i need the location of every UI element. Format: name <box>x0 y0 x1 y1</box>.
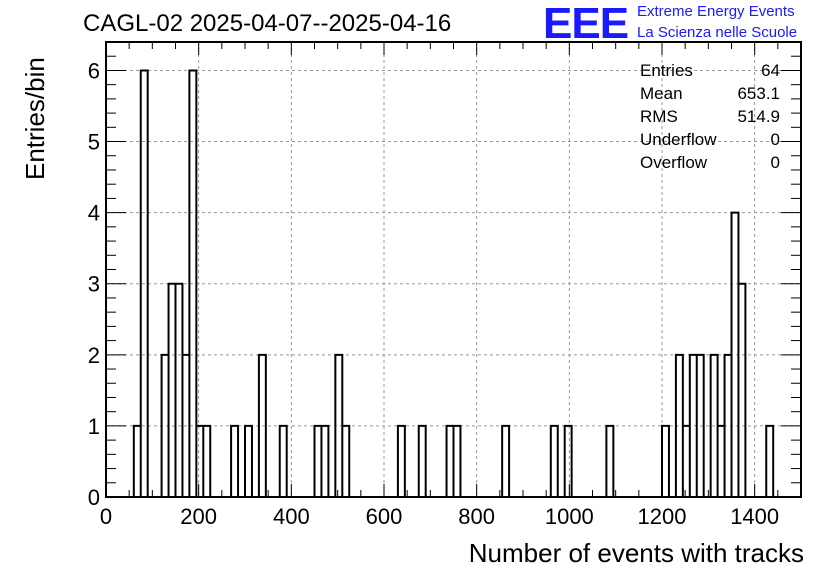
stats-row-mean: Mean 653.1 <box>640 83 780 106</box>
eee-logo-mark: EEE <box>543 0 629 48</box>
histogram-bin <box>398 426 405 497</box>
histogram-bin <box>134 426 141 497</box>
histogram-bin <box>245 426 252 497</box>
y-tick-labels: 0 1 2 3 4 5 6 <box>88 58 100 510</box>
histogram-bin <box>766 426 773 497</box>
stats-value: 514.9 <box>737 107 780 126</box>
logo-line-2: La Scienza nelle Scuole <box>637 24 798 41</box>
histogram-bin <box>738 284 745 497</box>
x-tick-label: 800 <box>458 504 495 529</box>
x-axis-label: Number of events with tracks <box>468 538 804 568</box>
histogram-bin <box>565 426 572 497</box>
stats-value: 64 <box>761 61 780 80</box>
grid-lines <box>106 42 801 497</box>
y-axis-label: Entries/bin <box>20 57 50 180</box>
stats-label: RMS <box>640 107 678 126</box>
stats-label: Mean <box>640 84 683 103</box>
histogram-bin <box>315 426 322 497</box>
stats-row-rms: RMS 514.9 <box>640 106 780 129</box>
stats-label: Overflow <box>640 153 708 172</box>
histogram-bin <box>683 426 690 497</box>
x-tick-label: 600 <box>366 504 403 529</box>
y-tick-label: 5 <box>88 130 100 155</box>
stats-box: Entries 64 Mean 653.1 RMS 514.9 Underflow 0 … <box>640 60 780 175</box>
stats-row-overflow: Overflow 0 <box>640 152 780 175</box>
stats-row-entries: Entries 64 <box>640 60 780 83</box>
chart-title: CAGL-02 2025-04-07--2025-04-16 <box>83 10 452 37</box>
y-tick-label: 6 <box>88 58 100 83</box>
x-tick-labels: 0 200 400 600 800 1000 1200 1400 <box>100 504 779 529</box>
stats-value: 653.1 <box>737 84 780 103</box>
histogram-bin <box>502 426 509 497</box>
histogram-bin <box>176 284 183 497</box>
logo-line-1: Extreme Energy Events <box>637 3 795 20</box>
y-tick-label: 1 <box>88 414 100 439</box>
y-tick-label: 0 <box>88 485 100 510</box>
histogram-bin <box>419 426 426 497</box>
histogram-bin <box>203 426 210 497</box>
stats-value: 0 <box>770 130 780 149</box>
histogram-bin <box>551 426 558 497</box>
axis-ticks <box>105 41 802 498</box>
histogram-bin <box>196 426 203 497</box>
y-tick-label: 4 <box>88 201 100 226</box>
histogram-bin <box>231 426 238 497</box>
x-tick-label: 1000 <box>545 504 594 529</box>
x-tick-label: 0 <box>100 504 112 529</box>
histogram-bin <box>342 426 349 497</box>
y-tick-label: 3 <box>88 272 100 297</box>
x-tick-label: 1200 <box>638 504 687 529</box>
histogram-bin <box>662 426 669 497</box>
y-tick-label: 2 <box>88 343 100 368</box>
histogram-bin <box>280 426 287 497</box>
histogram-bin <box>169 284 176 497</box>
histogram-bin <box>454 426 461 497</box>
stats-row-underflow: Underflow 0 <box>640 129 780 152</box>
stats-label: Underflow <box>640 130 717 149</box>
histogram-bin <box>718 426 725 497</box>
histogram-bin <box>606 426 613 497</box>
stats-label: Entries <box>640 61 693 80</box>
x-tick-label: 1400 <box>730 504 779 529</box>
x-tick-label: 200 <box>180 504 217 529</box>
histogram-bin <box>321 426 328 497</box>
stats-value: 0 <box>770 153 780 172</box>
histogram-bin <box>447 426 454 497</box>
x-tick-label: 400 <box>273 504 310 529</box>
